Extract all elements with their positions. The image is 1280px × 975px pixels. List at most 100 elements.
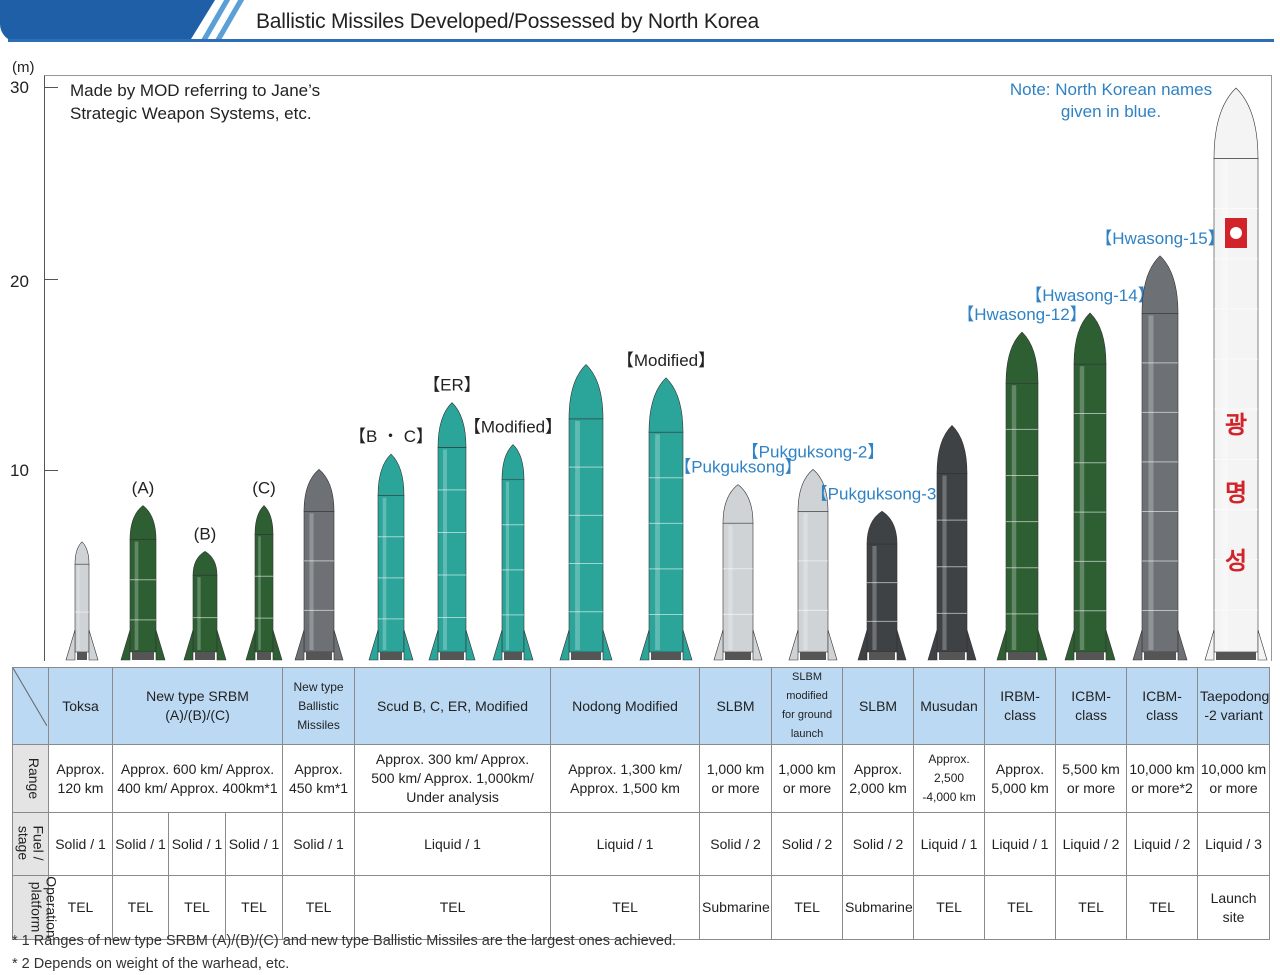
platform-cell: Submarine (842, 875, 915, 940)
row-label-text: Operation platform (29, 876, 60, 937)
cell-line: 5,000 km (991, 779, 1049, 796)
missile-nose (437, 402, 467, 448)
missile-label: 【Hwasong-12】 (957, 305, 1086, 324)
missile-body (254, 534, 274, 653)
missile-nose (866, 510, 898, 545)
missile-fin (272, 629, 283, 661)
row-label-text: Range (26, 757, 43, 800)
col-header-nodong: Nodong Modified (550, 667, 701, 745)
missile (183, 550, 227, 661)
missile-fin (120, 629, 131, 661)
platform-cell: TEL (224, 875, 284, 940)
missile-fin (559, 629, 570, 661)
header-line: class (1146, 707, 1178, 723)
missile (492, 444, 534, 661)
cell-line: 120 km (57, 779, 104, 796)
range-cell: Approx. 5,000 km (984, 744, 1057, 813)
missile-nozzle (869, 652, 895, 660)
y-tick-mark (44, 470, 58, 471)
missile-highlight (728, 525, 733, 650)
missile-nose (797, 468, 829, 512)
platform-cell: TEL (48, 875, 113, 940)
fuel-cell: Solid / 2 (699, 812, 773, 876)
missile-nose (648, 377, 684, 433)
missile-fin (88, 629, 99, 661)
missile-nose (1073, 312, 1107, 365)
missile (1064, 312, 1116, 661)
range-cell: Approx. 450 km*1 (282, 744, 356, 813)
platform-cell: TEL (913, 875, 986, 940)
missile-fin (1037, 629, 1048, 661)
fuel-cell: Liquid / 2 (1126, 812, 1199, 876)
missile-highlight (575, 420, 580, 650)
missile-fin (523, 629, 534, 661)
table-row-fuel: Fuel / stage Solid / 1 Solid / 1 Solid / … (12, 812, 1271, 876)
missile (294, 468, 344, 661)
fuel-cell: Solid / 1 (224, 812, 284, 876)
names-note: Note: North Korean names given in blue. (1000, 79, 1222, 123)
missile-nose (936, 425, 968, 474)
cell-line: or more (711, 779, 760, 796)
missile-nozzle (1144, 652, 1176, 660)
platform-cell: Launch site (1197, 875, 1271, 940)
col-header-slbm: SLBM (699, 667, 773, 745)
missile-label: 【Pukguksong】 (674, 458, 802, 477)
flag-emblem (1230, 227, 1242, 239)
platform-cell: TEL (168, 875, 226, 940)
missile-fin (752, 629, 763, 661)
row-label-range: Range (12, 744, 49, 813)
missile (996, 331, 1048, 661)
missile-nozzle (1008, 652, 1036, 660)
missile-nozzle (195, 652, 215, 660)
platform-cell: TEL (282, 875, 356, 940)
platform-cell: TEL (354, 875, 552, 940)
missile-nose (377, 453, 405, 496)
missile-label: 【Modified】 (617, 351, 715, 370)
missile-body (866, 543, 898, 653)
missile (428, 402, 476, 661)
range-cell: Approx. 2,500 -4,000 km (913, 744, 986, 813)
table-corner (12, 667, 49, 745)
rocket-body-text: 광 (1225, 411, 1247, 439)
corner-diagonal (13, 668, 47, 726)
missile (559, 364, 613, 661)
range-cell: Approx. 1,300 km/Approx. 1,500 km (550, 744, 701, 813)
row-label-text: Fuel / stage (16, 825, 47, 860)
names-note-line: given in blue. (1060, 102, 1162, 121)
cell-line: 500 km/ Approx. 1,000km/ (371, 770, 534, 786)
header-line: Missiles (297, 717, 340, 732)
missile (639, 377, 693, 661)
cell-line: Approx. (853, 760, 903, 777)
missile-body (129, 539, 157, 653)
missile-label: (C) (252, 479, 276, 498)
platform-cell: TEL (771, 875, 844, 940)
missile-highlight (1079, 366, 1085, 650)
missile-fin (966, 629, 977, 661)
missile-nozzle (651, 652, 681, 660)
row-label-fuel: Fuel / stage (12, 812, 49, 876)
range-cell: Approx. 600 km/ Approx. 400 km/ Approx. 4… (111, 744, 284, 813)
col-header-icbm-2: ICBM-class (1126, 667, 1199, 745)
missile-fin (788, 629, 799, 661)
missile-fin (857, 629, 868, 661)
range-cell: 1,000 km or more (771, 744, 844, 813)
missile-label: 【ER】 (423, 376, 481, 395)
cell-line: or more (782, 779, 832, 796)
fuel-cell: Solid / 1 (112, 812, 169, 876)
col-header-icbm: ICBM-class (1055, 667, 1128, 745)
missile-fin (713, 629, 724, 661)
missile-highlight (382, 497, 387, 650)
header-line: for ground (781, 709, 833, 721)
missile-body (797, 510, 829, 653)
missile (245, 505, 283, 661)
y-tick-mark (44, 279, 58, 280)
missile (927, 425, 977, 661)
missile-highlight (134, 541, 139, 650)
missile-fin (1257, 629, 1268, 661)
platform-cell: TEL (1055, 875, 1128, 940)
header-line: class (1004, 707, 1036, 723)
header-line: IRBM- (1000, 688, 1040, 704)
names-note-line: Note: North Korean names (1009, 80, 1213, 99)
missile-fin (216, 629, 227, 661)
missile-label: 【Pukguksong-2】 (742, 442, 885, 461)
